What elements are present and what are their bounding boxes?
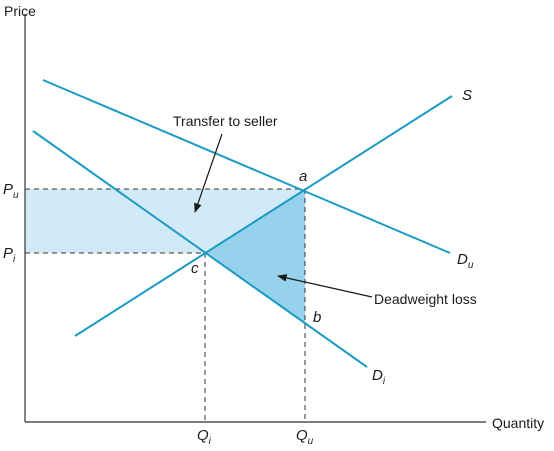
y-axis-label: Price bbox=[4, 3, 36, 19]
axes bbox=[24, 14, 486, 423]
dashed-guides bbox=[25, 188, 306, 422]
demand-informed-label: Di bbox=[372, 367, 386, 387]
point-b-label: b bbox=[313, 309, 321, 326]
supply-label: S bbox=[462, 87, 472, 104]
deadweight-loss-label: Deadweight loss bbox=[374, 291, 477, 307]
supply-curve bbox=[74, 95, 453, 337]
point-a-label: a bbox=[299, 168, 307, 185]
price-pu-label: Pu bbox=[3, 181, 19, 201]
demand-informed-curve bbox=[32, 130, 368, 368]
transfer-arrow bbox=[194, 133, 223, 213]
demand-uninformed-label: Du bbox=[457, 251, 474, 271]
quantity-qi-label: Qi bbox=[197, 427, 212, 447]
demand-uninformed-curve bbox=[42, 79, 451, 254]
transfer-to-seller-label: Transfer to seller bbox=[173, 113, 278, 129]
price-pi-label: Pi bbox=[3, 245, 16, 265]
point-c-label: c bbox=[191, 260, 199, 277]
deadweight-arrow bbox=[277, 274, 373, 298]
deadweight-loss-area bbox=[205, 189, 305, 323]
transfer-to-seller-area bbox=[25, 189, 305, 253]
quantity-qu-label: Qu bbox=[296, 427, 314, 447]
x-axis-label: Quantity bbox=[492, 415, 544, 431]
